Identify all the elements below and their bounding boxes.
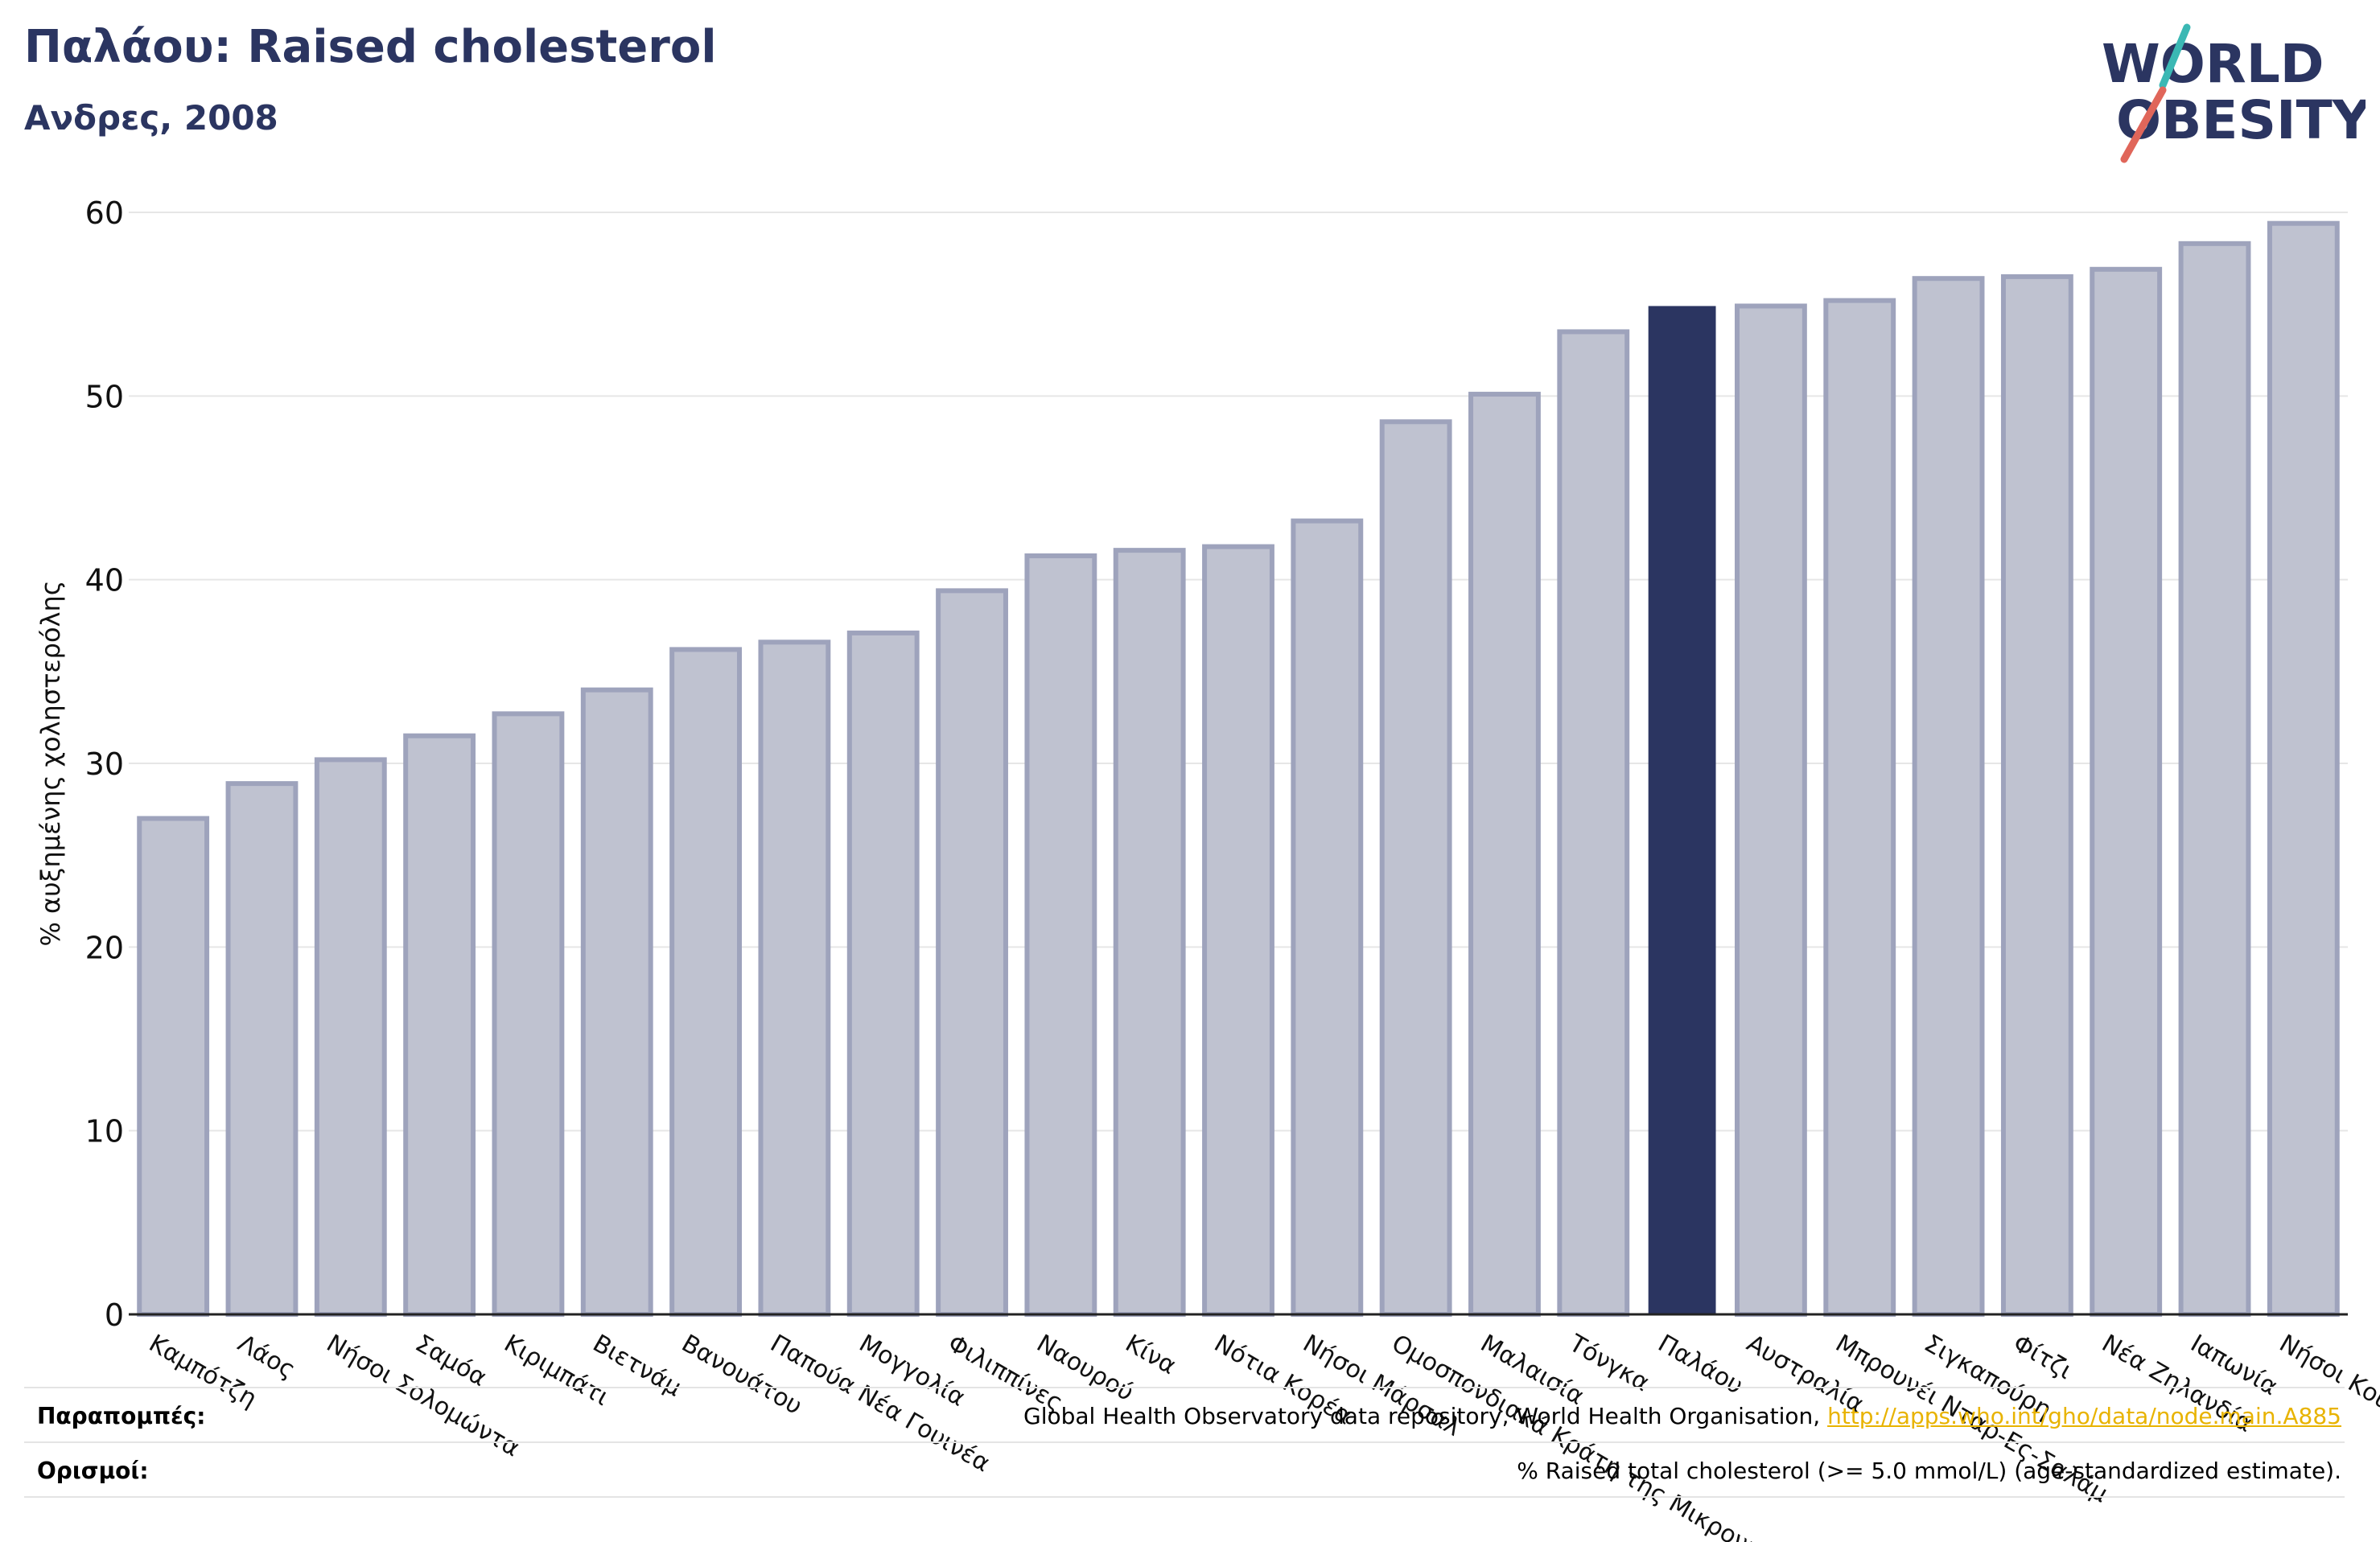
bar (2090, 266, 2163, 1317)
bar (492, 711, 565, 1317)
references-row: Παραπομπές: Global Health Observatory da… (24, 1387, 2345, 1441)
bar (1024, 553, 1097, 1317)
bar (225, 781, 299, 1317)
bar (936, 588, 1008, 1317)
bar (403, 733, 476, 1317)
bar (1379, 419, 1452, 1317)
references-link[interactable]: http://apps.who.int/gho/data/node.main.A… (1827, 1403, 2341, 1429)
bar (669, 647, 743, 1317)
bar (1823, 298, 1896, 1318)
definitions-label: Ορισμοί: (37, 1458, 149, 1484)
bar (314, 757, 387, 1317)
bar (758, 639, 831, 1317)
bar (1202, 544, 1274, 1317)
bar (2267, 220, 2340, 1318)
chart-subtitle: Ανδρες, 2008 (24, 98, 278, 138)
chart-title: Παλάου: Raised cholesterol (24, 21, 717, 73)
bar (1113, 548, 1186, 1317)
y-tick-label: 20 (85, 930, 124, 965)
bar (846, 630, 920, 1317)
y-axis-label: % αυξημένης χοληστερόλης (35, 580, 66, 946)
bar (1912, 276, 1985, 1318)
bar (1734, 303, 1807, 1318)
x-tick-label: Φίτζι (2008, 1330, 2077, 1385)
bar (2178, 241, 2251, 1318)
y-tick-label: 10 (85, 1114, 124, 1149)
y-tick-label: 40 (85, 563, 124, 598)
world-obesity-logo: WORLD OBESITY (2102, 23, 2366, 163)
bar (137, 816, 210, 1317)
bar (1291, 518, 1364, 1317)
bar (1557, 329, 1630, 1318)
references-text: Global Health Observatory data repositor… (1023, 1403, 1828, 1429)
references-value: Global Health Observatory data repositor… (1023, 1403, 2341, 1429)
bar (1468, 392, 1541, 1317)
bar (2000, 273, 2073, 1318)
y-tick-label: 0 (105, 1297, 124, 1333)
references-label: Παραπομπές: (37, 1403, 206, 1429)
bar (580, 687, 653, 1317)
x-tick-label: Κίνα (1121, 1330, 1181, 1380)
definitions-value: % Raised total cholesterol (>= 5.0 mmol/… (1517, 1458, 2341, 1484)
bar-highlighted (1648, 306, 1716, 1315)
x-tick-label: Λάος (233, 1330, 300, 1384)
definitions-row: Ορισμοί: % Raised total cholesterol (>= … (24, 1441, 2345, 1498)
y-tick-label: 60 (85, 195, 124, 231)
svg-text:WORLD: WORLD (2102, 33, 2324, 95)
y-tick-label: 50 (85, 379, 124, 414)
y-tick-label: 30 (85, 746, 124, 782)
